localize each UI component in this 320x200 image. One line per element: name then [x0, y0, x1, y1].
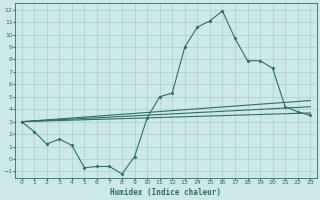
X-axis label: Humidex (Indice chaleur): Humidex (Indice chaleur) [110, 188, 221, 197]
